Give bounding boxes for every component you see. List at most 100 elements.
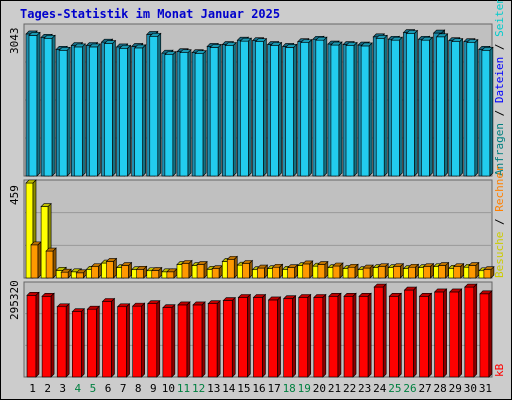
kbytes-bar: [418, 292, 433, 378]
kbytes-bar: [252, 293, 267, 378]
x-tick-label: 7: [120, 382, 127, 395]
visits-bar: [30, 241, 42, 279]
kbytes-bar: [479, 290, 493, 378]
files-bar: [209, 43, 222, 177]
x-tick-label: 4: [75, 382, 82, 395]
files-bar: [450, 37, 464, 177]
files-bar: [330, 41, 343, 177]
kbytes-bar: [433, 288, 448, 378]
kbytes-bar: [41, 292, 55, 378]
kbytes-bar: [373, 283, 387, 378]
visits-bar: [166, 268, 178, 279]
x-tick-label: 22: [343, 382, 356, 395]
x-tick-label: 21: [328, 382, 341, 395]
x-tick-label: 27: [418, 382, 431, 395]
kbytes-bar: [131, 302, 146, 378]
legend-entry: /: [493, 37, 506, 57]
visits-bar: [332, 262, 344, 279]
visits-bar: [45, 247, 57, 279]
legend-entry: Anfragen: [493, 123, 506, 176]
files-bar: [58, 46, 71, 177]
x-tick-label: 28: [434, 382, 447, 395]
kbytes-bar: [358, 292, 372, 378]
legend-entry: kB: [493, 363, 506, 377]
files-bar: [481, 46, 494, 177]
chart-title: Tages-Statistik im Monat Januar 2025: [20, 7, 280, 21]
visits-bar: [271, 263, 284, 279]
x-tick-label: 6: [105, 382, 112, 395]
visits-bar: [60, 268, 72, 279]
bar-marks: [25, 28, 495, 378]
visits-bar: [347, 263, 359, 279]
kbytes-bar: [71, 307, 86, 378]
x-tick-label: 31: [479, 382, 492, 395]
x-tick-label: 8: [135, 382, 142, 395]
legend-entry: /: [493, 103, 506, 123]
kbytes-bar: [328, 292, 342, 378]
x-tick-label: 5: [90, 382, 97, 395]
visits-bar: [256, 264, 269, 279]
legend-entry: Dateien: [493, 57, 506, 103]
kbytes-bar: [56, 303, 70, 378]
legend-entry: Rechner: [493, 165, 506, 212]
visits-bar: [75, 269, 88, 279]
visits-bar: [241, 259, 254, 279]
kbytes-bar: [403, 286, 418, 378]
x-tick-label: 9: [150, 382, 157, 395]
x-tick-label: 17: [267, 382, 280, 395]
kbytes-bar: [26, 291, 40, 378]
y-max-label-pages: 459: [8, 185, 21, 205]
legend-middle: Besuche / Rechner: [493, 165, 506, 278]
kbytes-bar: [282, 295, 297, 378]
x-tick-label: 14: [222, 382, 236, 395]
files-bar: [28, 31, 41, 177]
x-tick-label: 16: [252, 382, 265, 395]
legend-entry: Besuche: [493, 232, 506, 278]
x-tick-label: 26: [403, 382, 416, 395]
kbytes-bar: [222, 296, 236, 378]
files-bar: [375, 34, 388, 177]
visits-bar: [105, 257, 118, 279]
visits-bar: [211, 264, 223, 279]
x-tick-label: 2: [44, 382, 51, 395]
x-tick-label: 13: [207, 382, 220, 395]
visits-bar: [362, 264, 374, 279]
files-bar: [179, 48, 192, 177]
x-tick-label: 10: [162, 382, 175, 395]
x-tick-label: 19: [298, 382, 311, 395]
kbytes-bar: [464, 283, 478, 378]
visits-bar: [407, 263, 420, 279]
files-bar: [43, 34, 56, 177]
files-bar: [254, 37, 268, 177]
y-max-label-kbytes: 295320: [8, 280, 21, 320]
legend-entry: Seiten: [493, 0, 506, 37]
visits-bar: [135, 265, 148, 279]
visits-bar: [483, 265, 495, 279]
files-bar: [405, 29, 419, 177]
x-tick-label: 15: [237, 382, 250, 395]
visits-bar: [151, 266, 163, 279]
x-tick-label: 18: [283, 382, 296, 395]
kbytes-bar: [101, 297, 116, 378]
files-bar: [345, 41, 358, 177]
kbytes-bar: [162, 303, 176, 378]
visits-bar: [196, 260, 208, 279]
files-bar: [420, 36, 434, 177]
kbytes-bar: [207, 299, 221, 378]
y-axis-labels: 3043 459 295320: [8, 28, 21, 321]
x-tick-label: 20: [313, 382, 326, 395]
legend-entry: /: [493, 212, 506, 232]
kbytes-bar: [237, 293, 252, 378]
kbytes-bar: [267, 296, 282, 378]
files-bar: [390, 36, 404, 177]
x-tick-label: 25: [388, 382, 401, 395]
kbytes-bar: [388, 292, 403, 378]
files-bar: [360, 42, 373, 177]
kbytes-bar: [147, 299, 161, 378]
files-bar: [466, 38, 479, 177]
files-bar: [149, 32, 162, 177]
files-bar: [315, 36, 328, 177]
x-tick-label: 3: [59, 382, 66, 395]
